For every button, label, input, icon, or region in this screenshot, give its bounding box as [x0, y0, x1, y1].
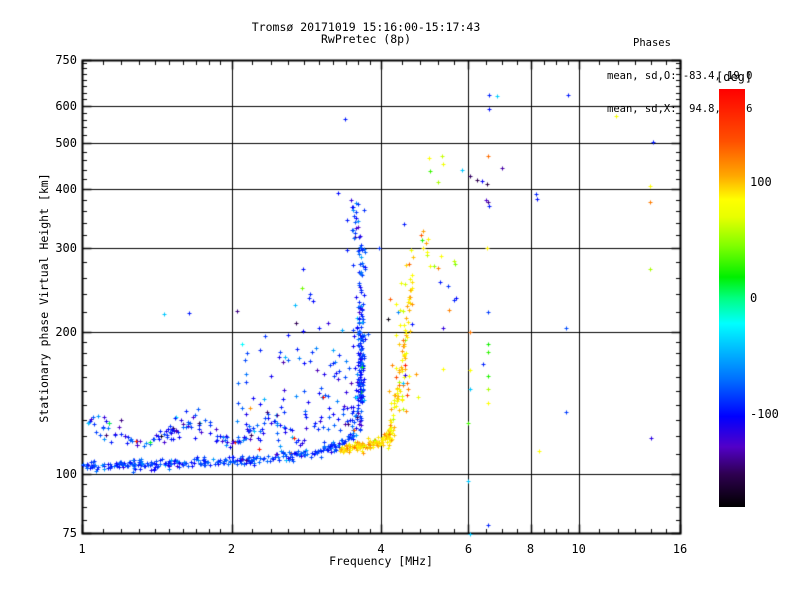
x-tick-label: 6 — [464, 542, 473, 556]
x-tick-label: 8 — [526, 542, 535, 556]
y-tick-label: 750 — [55, 53, 77, 67]
colorbar-tick-label: 100 — [750, 174, 772, 189]
colorbar-tick-label: -100 — [750, 407, 779, 422]
colorbar-tick-label: 0 — [750, 291, 758, 305]
plot-title-line2: RwPretec (8p) — [320, 32, 412, 46]
phases-annotation-heading: Phases — [633, 37, 671, 49]
x-tick-label: 16 — [672, 542, 688, 556]
y-tick-label: 500 — [55, 136, 77, 151]
y-tick-label: 300 — [55, 241, 77, 256]
y-tick-label: 600 — [55, 98, 77, 113]
plot-title-line1: Tromsø 20171019 15:16:00-15:17:43 — [251, 20, 481, 34]
x-axis-title: Frequency [MHz] — [329, 554, 433, 568]
y-tick-label: 200 — [55, 324, 77, 339]
y-tick-label: 75 — [62, 526, 77, 540]
x-tick-label: 1 — [78, 542, 86, 556]
x-tick-label: 2 — [227, 542, 236, 556]
phases-annotation-o-mode: mean, sd,O: -83.4, 19.0 — [607, 70, 753, 82]
colorbar-unit-label: [deg] — [716, 70, 753, 84]
x-tick-label: 10 — [571, 542, 586, 556]
phase-colorbar — [719, 89, 745, 507]
y-tick-label: 100 — [55, 466, 77, 481]
x-tick-label: 4 — [377, 542, 385, 556]
y-tick-label: 400 — [55, 182, 77, 197]
y-axis-title: Stationary phase Virtual Height [km] — [37, 173, 51, 423]
